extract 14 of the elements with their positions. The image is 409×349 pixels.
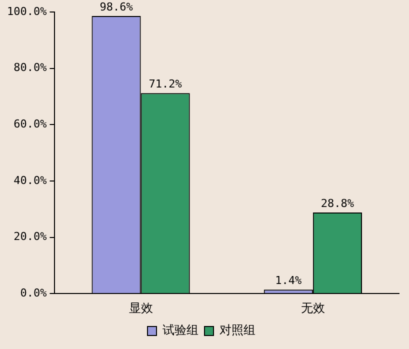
y-tick-label: 80.0% <box>14 61 48 74</box>
x-tick-label: 无效 <box>300 300 325 315</box>
data-label: 28.8% <box>320 196 354 210</box>
y-tick-label: 0.0% <box>20 286 48 300</box>
legend-label: 对照组 <box>220 323 256 338</box>
data-label: 98.6% <box>100 0 134 14</box>
data-label: 1.4% <box>275 274 302 288</box>
data-label: 71.2% <box>148 77 182 90</box>
y-tick-label: 40.0% <box>14 174 48 187</box>
y-tick-label: 60.0% <box>14 118 48 130</box>
x-tick-label: 显效 <box>128 300 153 315</box>
y-tick-label: 100.0% <box>6 4 48 18</box>
y-tick-label: 20.0% <box>14 230 48 244</box>
legend-label: 试验组 <box>162 323 198 338</box>
